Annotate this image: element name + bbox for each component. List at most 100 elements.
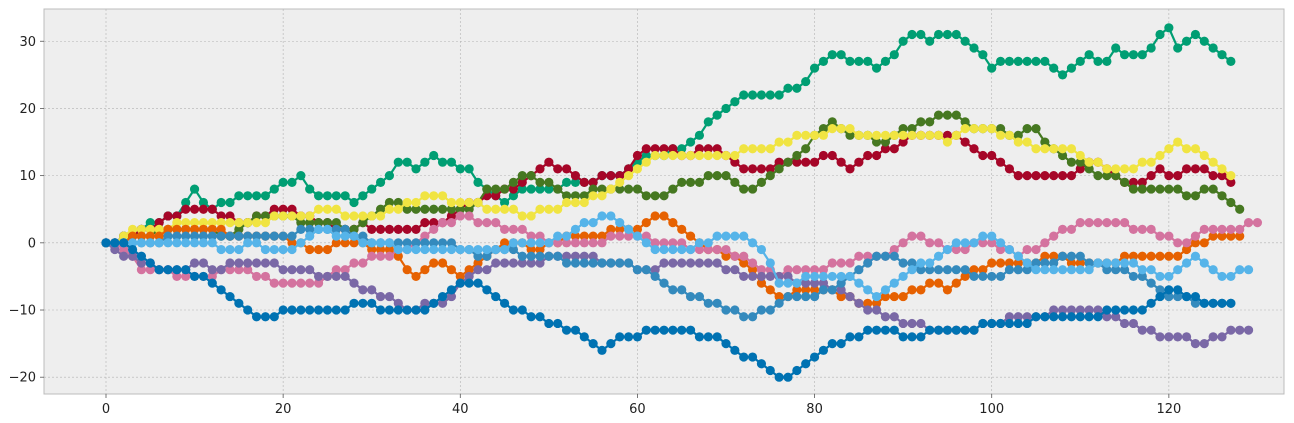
data-point [491, 184, 501, 194]
data-point [942, 29, 953, 40]
data-point [393, 298, 403, 308]
data-point [668, 218, 678, 228]
data-point [225, 291, 235, 302]
data-point [1066, 63, 1077, 73]
data-point [1155, 29, 1165, 40]
data-point [1226, 197, 1236, 208]
data-point [1049, 312, 1059, 322]
data-point [251, 271, 262, 282]
data-point [1208, 332, 1218, 342]
data-point [1137, 251, 1147, 261]
data-point [730, 97, 740, 107]
data-point [1137, 224, 1147, 234]
data-point [641, 218, 651, 228]
data-point [969, 144, 979, 154]
data-point [429, 204, 439, 214]
data-point [1119, 164, 1130, 174]
data-point [969, 265, 979, 275]
data-point [747, 90, 758, 100]
data-point [508, 244, 519, 255]
data-point [836, 285, 846, 295]
data-point [127, 244, 138, 255]
data-point [801, 278, 811, 288]
data-point [207, 238, 217, 248]
data-point [1111, 43, 1121, 53]
data-point [703, 332, 713, 342]
data-point [1031, 124, 1041, 134]
data-point [269, 204, 279, 214]
data-point [597, 345, 607, 355]
data-point [818, 150, 829, 161]
data-point [1111, 258, 1121, 268]
data-point [995, 124, 1006, 134]
data-point [1235, 224, 1245, 234]
y-tick-label: −20 [9, 371, 36, 386]
data-point [269, 258, 279, 268]
data-point [491, 191, 501, 201]
data-point [1181, 291, 1192, 302]
data-point [287, 244, 297, 255]
data-point [588, 258, 598, 268]
data-point [1049, 171, 1059, 181]
data-point [464, 211, 474, 221]
data-point [1031, 312, 1041, 322]
data-point [464, 197, 474, 208]
data-point [889, 50, 899, 60]
data-point [393, 204, 403, 214]
data-point [615, 258, 625, 268]
data-point [561, 191, 572, 201]
data-point [429, 298, 439, 308]
data-point [995, 318, 1006, 329]
data-point [1119, 251, 1130, 261]
data-point [172, 224, 182, 234]
data-point [358, 238, 368, 248]
data-point [756, 359, 767, 369]
data-point [1093, 258, 1103, 268]
data-point [181, 197, 191, 208]
data-point [517, 211, 527, 221]
data-point [1146, 171, 1156, 181]
data-point [721, 150, 731, 161]
data-point [508, 305, 519, 315]
data-point [446, 244, 457, 255]
data-point [1075, 258, 1085, 268]
data-point [854, 278, 864, 288]
data-point [384, 291, 395, 302]
data-point [216, 211, 226, 221]
data-point [1031, 56, 1041, 67]
data-point [207, 218, 217, 228]
data-point [225, 218, 235, 228]
data-point [260, 191, 271, 201]
data-point [579, 191, 589, 201]
data-point [491, 218, 501, 228]
data-point [659, 244, 669, 255]
data-point [615, 177, 625, 187]
data-point [739, 271, 749, 282]
data-point [1190, 251, 1201, 261]
data-point [464, 265, 474, 275]
data-point [1084, 50, 1094, 60]
data-point [1119, 50, 1130, 60]
data-point [544, 318, 554, 329]
data-point [730, 345, 740, 355]
data-point [367, 238, 377, 248]
data-point [172, 218, 182, 228]
data-point [783, 83, 793, 93]
data-point [198, 231, 209, 241]
data-point [313, 271, 324, 282]
data-point [1173, 184, 1183, 194]
data-point [818, 130, 829, 140]
data-point [446, 291, 457, 302]
data-point [526, 211, 536, 221]
data-point [1022, 265, 1032, 275]
data-point [668, 258, 678, 268]
data-point [845, 164, 855, 174]
data-point [615, 231, 625, 241]
data-point [1128, 184, 1139, 194]
data-point [1013, 258, 1023, 268]
data-point [703, 117, 713, 127]
data-point [712, 144, 722, 154]
data-point [792, 278, 802, 288]
data-point [1057, 70, 1068, 80]
data-point [597, 191, 607, 201]
